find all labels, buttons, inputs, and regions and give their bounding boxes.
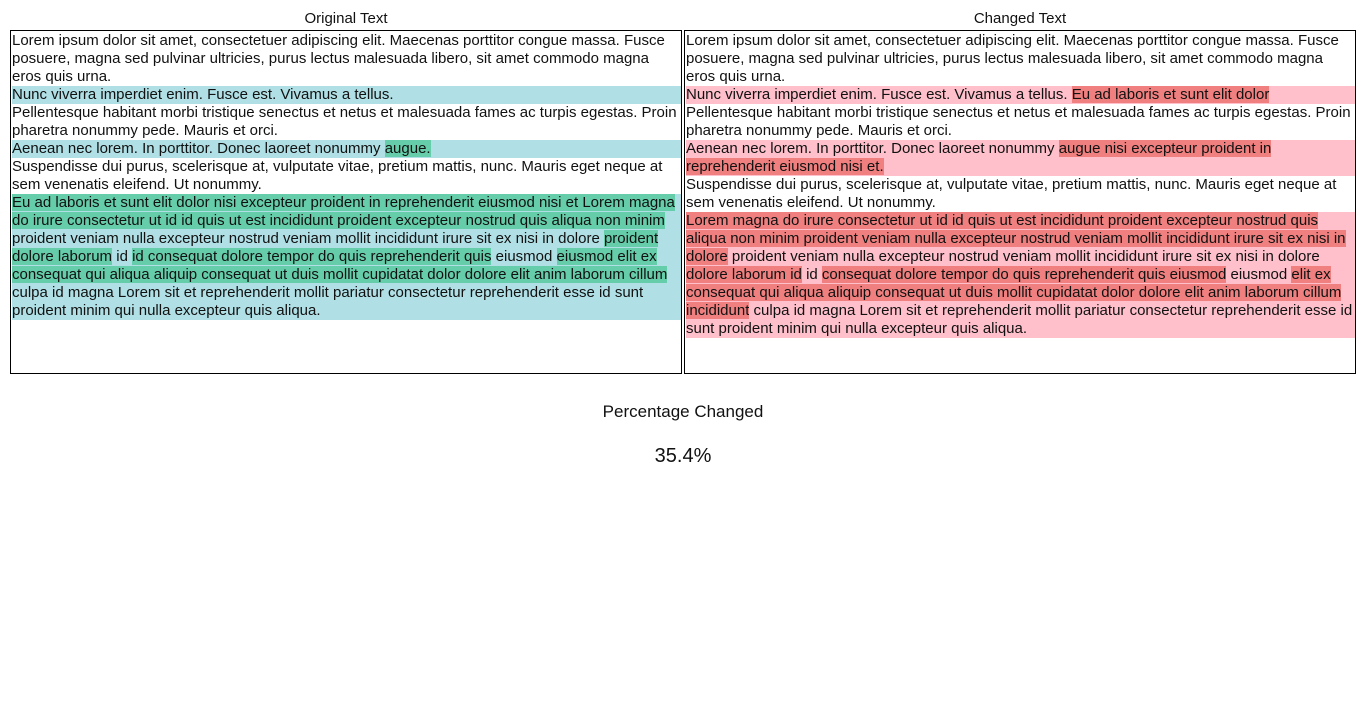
percentage-label: Percentage Changed bbox=[602, 402, 764, 421]
original-changed-words: augue. bbox=[384, 140, 431, 157]
original-text-segment: Suspendisse dui purus, scelerisque at, v… bbox=[12, 158, 663, 193]
changed-line: Suspendisse dui purus, scelerisque at, v… bbox=[686, 176, 1355, 212]
original-panel: Original Text Lorem ipsum dolor sit amet… bbox=[10, 8, 682, 374]
original-text-segment: Nunc viverra imperdiet enim. Fusce est. … bbox=[12, 86, 394, 103]
changed-text-segment: id bbox=[801, 266, 822, 283]
original-title: Original Text bbox=[304, 10, 388, 27]
changed-line: Aenean nec lorem. In porttitor. Donec la… bbox=[686, 140, 1355, 176]
comparison-panels: Original Text Lorem ipsum dolor sit amet… bbox=[10, 8, 1356, 374]
original-text-segment: Lorem ipsum dolor sit amet, consectetuer… bbox=[12, 32, 665, 85]
original-text-segment: culpa id magna Lorem sit et reprehenderi… bbox=[12, 284, 644, 319]
changed-text-segment: Pellentesque habitant morbi tristique se… bbox=[686, 104, 1351, 139]
changed-text-segment: Lorem ipsum dolor sit amet, consectetuer… bbox=[686, 32, 1339, 85]
summary: Percentage Changed 35.4% bbox=[0, 402, 1366, 468]
original-text-segment: Aenean nec lorem. In porttitor. Donec la… bbox=[12, 140, 385, 157]
changed-text-segment: culpa id magna Lorem sit et reprehenderi… bbox=[686, 302, 1353, 337]
original-text-box[interactable]: Lorem ipsum dolor sit amet, consectetuer… bbox=[10, 30, 682, 374]
changed-line: Lorem ipsum dolor sit amet, consectetuer… bbox=[686, 32, 1355, 86]
changed-line: Lorem magna do irure consectetur ut id i… bbox=[686, 212, 1355, 338]
changed-text-segment: Suspendisse dui purus, scelerisque at, v… bbox=[686, 176, 1337, 211]
percentage-value: 35.4% bbox=[654, 445, 712, 467]
changed-text-segment: eiusmod bbox=[1226, 266, 1292, 283]
changed-changed-words: dolore laborum id bbox=[686, 266, 802, 283]
changed-line: Nunc viverra imperdiet enim. Fusce est. … bbox=[686, 86, 1355, 104]
changed-text-segment: Nunc viverra imperdiet enim. Fusce est. … bbox=[686, 86, 1072, 103]
original-text-segment: id bbox=[112, 248, 133, 265]
original-line: Eu ad laboris et sunt elit dolor nisi ex… bbox=[12, 194, 681, 320]
original-text-segment: proident veniam nulla excepteur nostrud … bbox=[12, 230, 604, 247]
changed-changed-words: consequat dolore tempor do quis reprehen… bbox=[821, 266, 1227, 283]
original-changed-words: id consequat dolore tempor do quis repre… bbox=[132, 248, 492, 265]
changed-line: Pellentesque habitant morbi tristique se… bbox=[686, 104, 1355, 140]
original-line: Suspendisse dui purus, scelerisque at, v… bbox=[12, 158, 681, 194]
changed-changed-words: Eu ad laboris et sunt elit dolor bbox=[1071, 86, 1270, 103]
changed-text-segment: Aenean nec lorem. In porttitor. Donec la… bbox=[686, 140, 1059, 157]
changed-panel: Changed Text Lorem ipsum dolor sit amet,… bbox=[684, 8, 1356, 374]
original-changed-words: Eu ad laboris et sunt elit dolor nisi ex… bbox=[12, 194, 675, 229]
changed-text-segment: proident veniam nulla excepteur nostrud … bbox=[727, 248, 1320, 265]
changed-title: Changed Text bbox=[973, 10, 1067, 27]
original-line: Nunc viverra imperdiet enim. Fusce est. … bbox=[12, 86, 681, 104]
changed-text-box[interactable]: Lorem ipsum dolor sit amet, consectetuer… bbox=[684, 30, 1356, 374]
original-line: Lorem ipsum dolor sit amet, consectetuer… bbox=[12, 32, 681, 86]
original-text-segment: Pellentesque habitant morbi tristique se… bbox=[12, 104, 677, 139]
original-line: Aenean nec lorem. In porttitor. Donec la… bbox=[12, 140, 681, 158]
original-line: Pellentesque habitant morbi tristique se… bbox=[12, 104, 681, 140]
original-text-segment: eiusmod bbox=[491, 248, 557, 265]
